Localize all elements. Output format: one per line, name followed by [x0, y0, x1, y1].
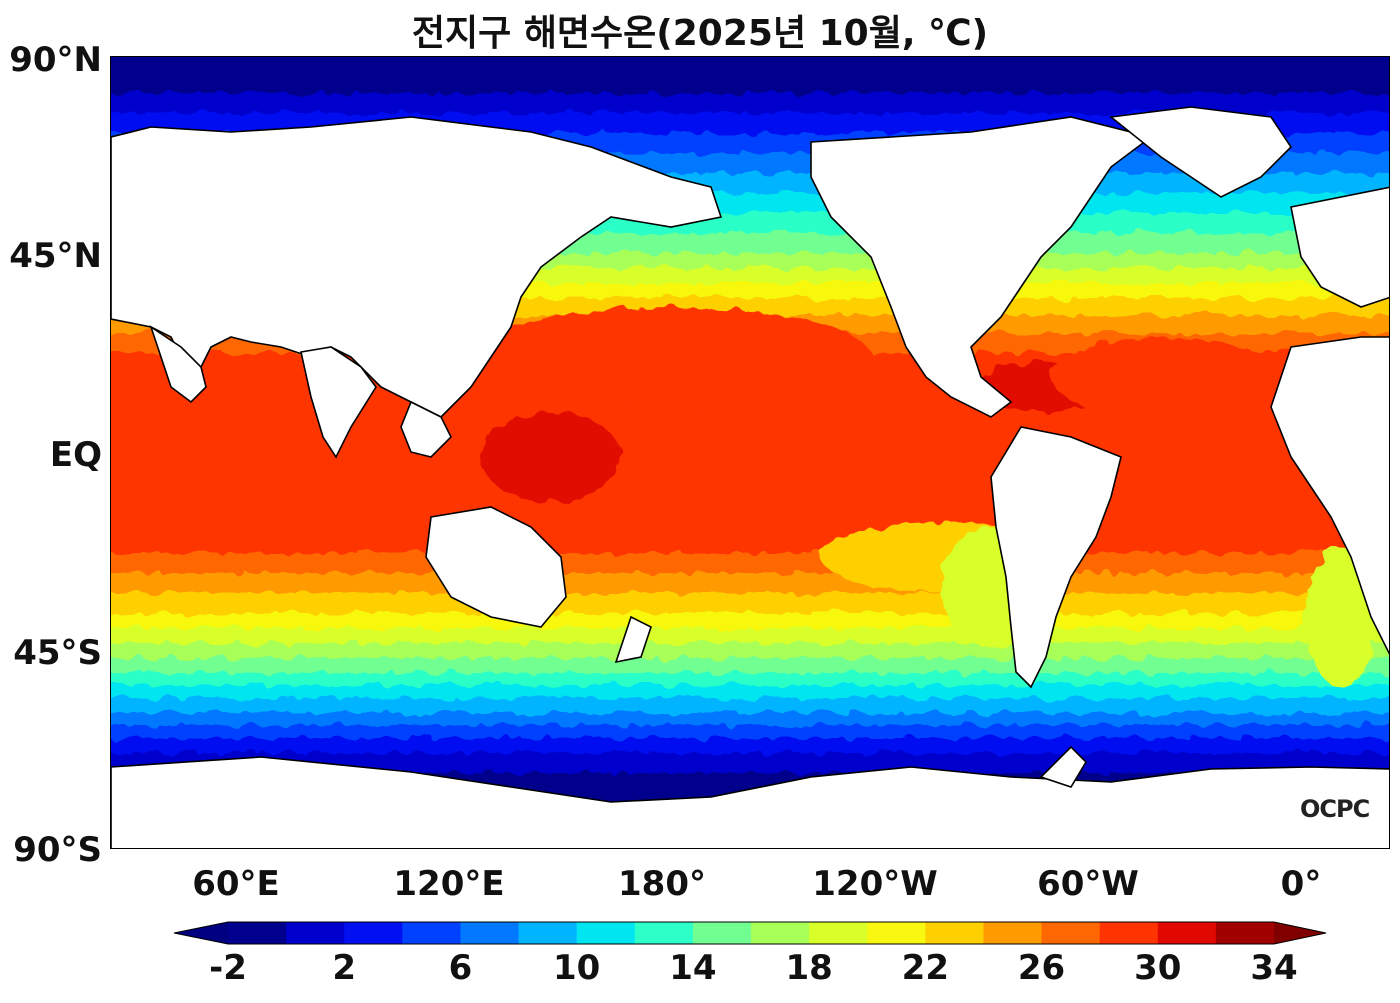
colorbar-segment — [1215, 922, 1275, 944]
antarctica — [111, 756, 1389, 848]
colorbar-segment — [1099, 922, 1159, 944]
sst-map — [110, 56, 1390, 849]
north-america — [810, 116, 1153, 418]
colorbar-tick-label: 26 — [1017, 948, 1066, 988]
colorbar-segment — [228, 922, 287, 944]
colorbar-under-arrow — [174, 922, 228, 944]
colorbar-tick-label: 6 — [448, 948, 473, 988]
lon-label-60w: 60°W — [1037, 864, 1139, 904]
colorbar-segment — [634, 922, 694, 944]
colorbar-segment — [576, 922, 636, 944]
colorbar-tick-label: 2 — [332, 948, 357, 988]
lat-label-90n: 90°N — [9, 40, 102, 80]
colorbar-segment — [460, 922, 520, 944]
colorbar-tick-label: 22 — [901, 948, 949, 988]
indian-peninsula — [300, 346, 377, 459]
sst-map-canvas — [111, 57, 1389, 848]
north-pacific-warm-tongue — [471, 307, 871, 407]
colorbar-tick-label: 14 — [669, 948, 717, 988]
lon-label-120e: 120°E — [393, 864, 505, 904]
colorbar-outline — [173, 921, 1327, 945]
atlantic-warm-tongue — [1051, 337, 1271, 417]
arabia-peninsula — [149, 325, 207, 404]
colorbar-segment — [286, 922, 345, 944]
colorbar-segment — [925, 922, 984, 944]
antarctic-peninsula — [1039, 745, 1088, 788]
lat-label-45s: 45°S — [13, 633, 102, 673]
australia — [425, 506, 567, 628]
land-masses — [111, 106, 1389, 848]
lat-label-eq: EQ — [49, 435, 102, 475]
colorbar-over-arrow — [1274, 922, 1326, 944]
new-zealand — [614, 615, 652, 664]
colorbar-segment — [983, 922, 1043, 944]
africa — [1270, 336, 1389, 655]
colorbar-segment — [344, 922, 403, 944]
lon-label-60e: 60°E — [192, 864, 280, 904]
indian-warm-pool — [221, 387, 441, 527]
colorbar — [173, 921, 1327, 945]
colorbar-segment — [692, 922, 752, 944]
colorbar-tick-label: 30 — [1134, 948, 1182, 988]
map-title: 전지구 해면수온(2025년 10월, ℃) — [411, 13, 989, 54]
ocpc-watermark: OCPC — [1300, 795, 1370, 823]
colorbar-tick-label: -2 — [209, 948, 247, 988]
lon-label-0: 0° — [1280, 864, 1322, 904]
colorbar-segment — [809, 922, 868, 944]
colorbar-segment — [518, 922, 578, 944]
west-pacific-hot-core — [481, 412, 621, 502]
colorbar-tick-label: 10 — [552, 948, 601, 988]
europe-west — [1290, 186, 1389, 308]
greenland — [1109, 106, 1293, 198]
indochina — [400, 400, 452, 458]
colorbar-tick-label: 34 — [1250, 948, 1298, 988]
colorbar-segment — [1157, 922, 1217, 944]
lat-label-45n: 45°N — [9, 236, 102, 276]
lon-label-120w: 120°W — [812, 864, 938, 904]
eurasia-africa-west — [111, 116, 723, 418]
colorbar-tick-label: 18 — [785, 948, 833, 988]
colorbar-segment — [402, 922, 461, 944]
colorbar-segment — [1041, 922, 1101, 944]
colorbar-segment — [867, 922, 926, 944]
south-america — [990, 426, 1122, 689]
lat-label-90s: 90°S — [13, 830, 102, 870]
colorbar-segment — [751, 922, 810, 944]
lon-label-180: 180° — [618, 864, 706, 904]
